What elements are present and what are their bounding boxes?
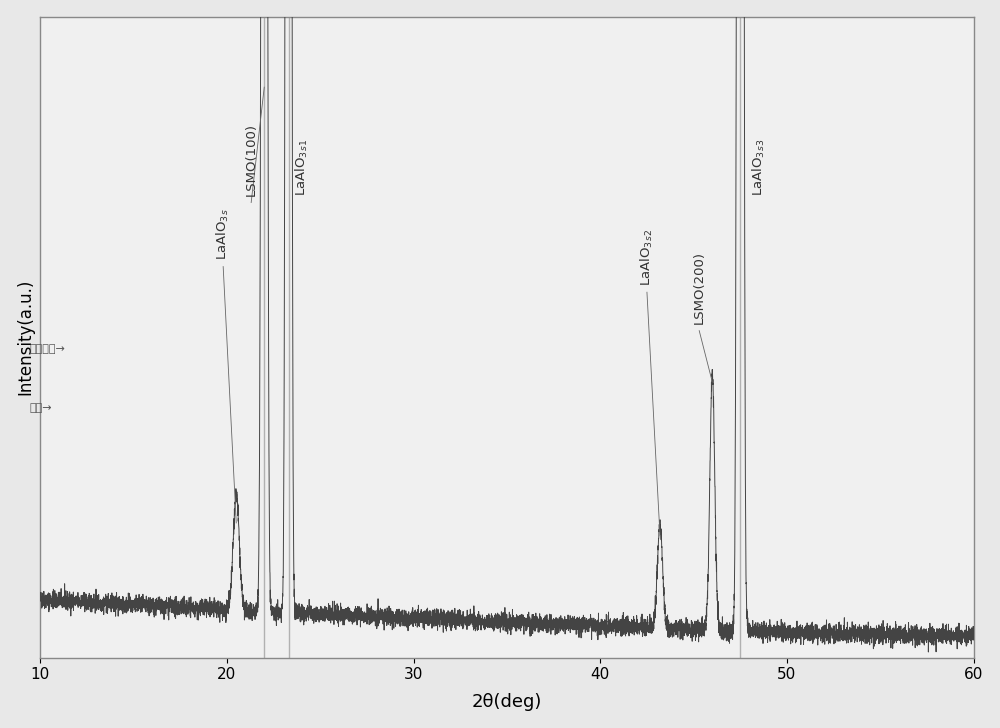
Y-axis label: Intensity(a.u.): Intensity(a.u.) <box>17 279 35 395</box>
Text: 衬底→: 衬底→ <box>30 403 53 413</box>
Text: LaAlO$_3$$_{s1}$: LaAlO$_3$$_{s1}$ <box>294 139 310 196</box>
Text: LaAlO$_3$$_{s}$: LaAlO$_3$$_{s}$ <box>215 208 231 260</box>
X-axis label: 2θ(deg): 2θ(deg) <box>472 693 542 711</box>
Text: LaAlO$_3$$_{s3}$: LaAlO$_3$$_{s3}$ <box>751 139 767 196</box>
Text: LSMO(100): LSMO(100) <box>245 123 258 196</box>
Text: LaAlO$_3$$_{s2}$: LaAlO$_3$$_{s2}$ <box>639 229 655 286</box>
Text: 薄膜样品→: 薄膜样品→ <box>30 344 66 355</box>
Text: LSMO(200): LSMO(200) <box>693 251 706 324</box>
